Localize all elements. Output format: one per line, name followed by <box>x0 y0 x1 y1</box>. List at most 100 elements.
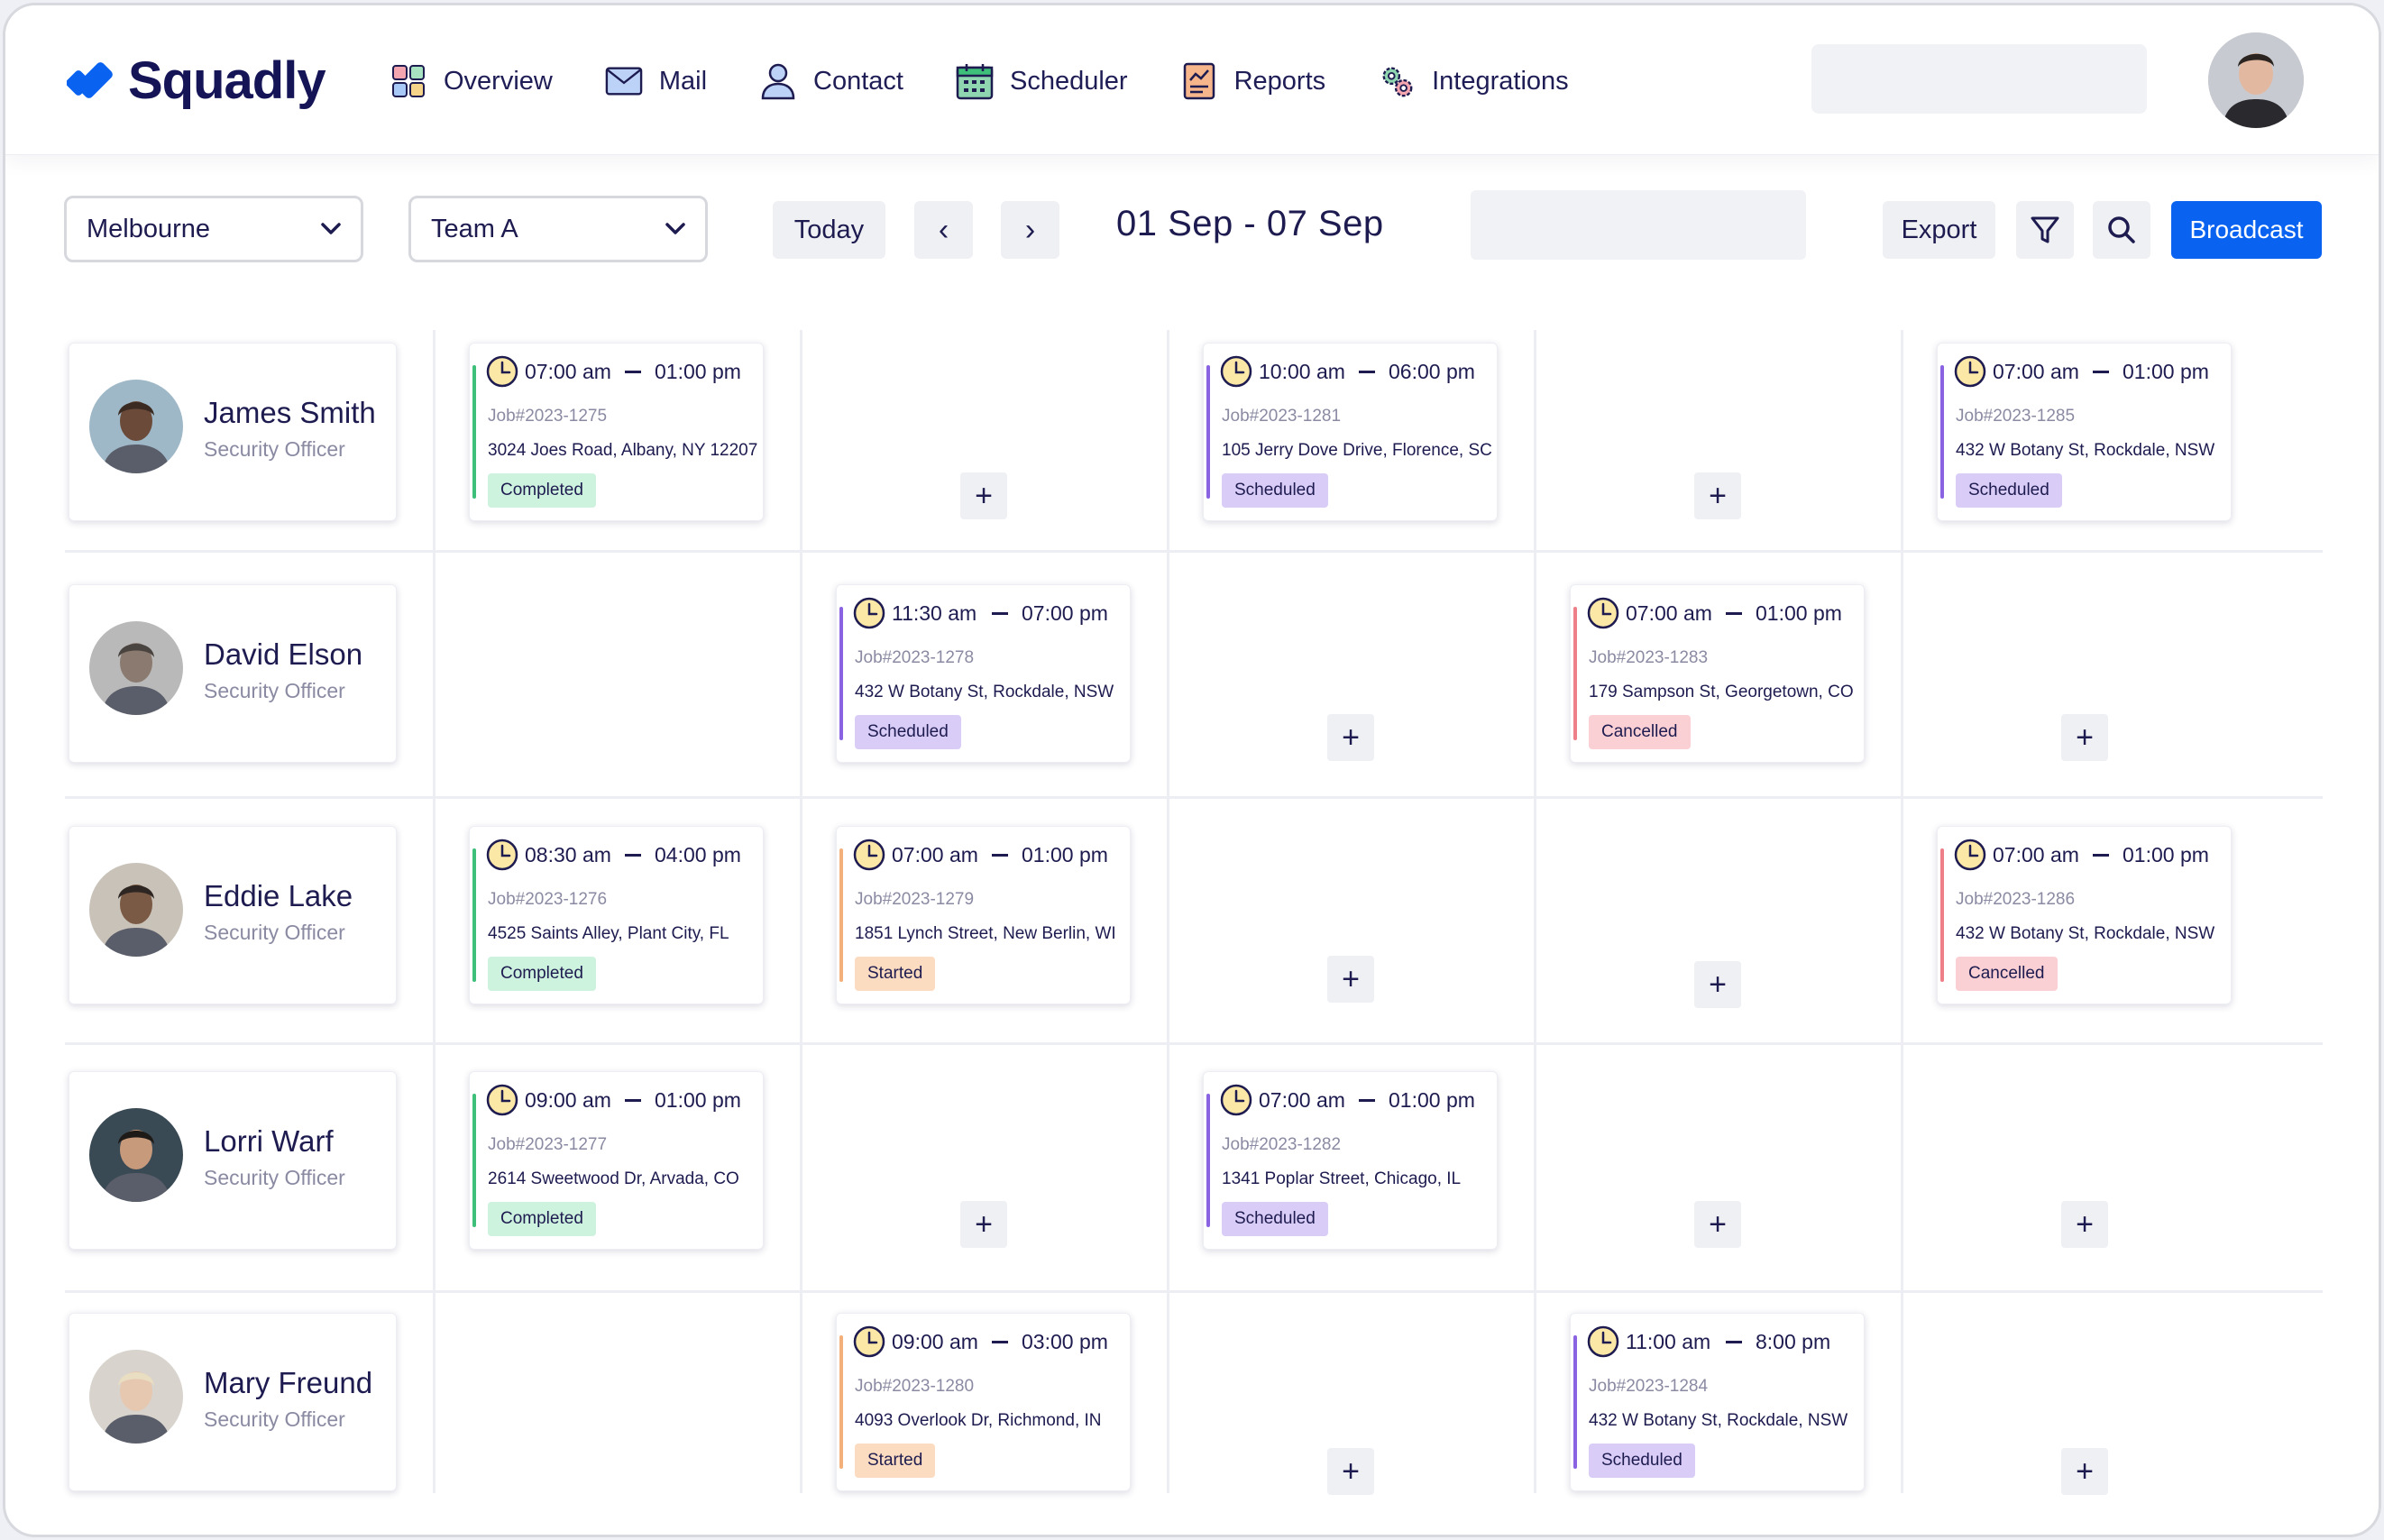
broadcast-button[interactable]: Broadcast <box>2171 201 2322 259</box>
user-icon <box>759 62 797 100</box>
job-address: 105 Jerry Dove Drive, Florence, SC <box>1222 441 1492 460</box>
employee-card[interactable]: Lorri Warf Security Officer <box>69 1071 397 1250</box>
time-separator <box>1726 1341 1742 1343</box>
toolbar-search-placeholder[interactable] <box>1471 190 1806 260</box>
shift-start-time: 09:00 am <box>525 1088 611 1112</box>
employee-avatar <box>89 621 183 715</box>
shift-card[interactable]: 09:00 am 03:00 pm Job#2023-1280 4093 Overlo… <box>836 1313 1131 1491</box>
add-shift-button[interactable]: + <box>1327 956 1374 1003</box>
employee-avatar <box>89 1108 183 1202</box>
employee-name: Eddie Lake <box>204 879 353 912</box>
employee-card[interactable]: Eddie Lake Security Officer <box>69 826 397 1004</box>
shift-card[interactable]: 11:00 am 8:00 pm Job#2023-1284 432 W Botany… <box>1570 1313 1865 1491</box>
export-button[interactable]: Export <box>1883 201 1995 259</box>
shift-card[interactable]: 11:30 am 07:00 pm Job#2023-1278 432 W Botan… <box>836 584 1131 763</box>
clock-icon <box>486 839 518 871</box>
clock-icon <box>1587 1325 1619 1358</box>
shift-end-time: 01:00 pm <box>1022 843 1108 866</box>
header-search-placeholder[interactable] <box>1811 44 2147 114</box>
team-select[interactable]: Team A <box>408 196 708 262</box>
add-shift-button[interactable]: + <box>1327 1448 1374 1495</box>
add-shift-button[interactable]: + <box>1694 1201 1741 1248</box>
shift-start-time: 07:00 am <box>1993 843 2079 866</box>
job-address: 1341 Poplar Street, Chicago, IL <box>1222 1169 1462 1188</box>
clock-icon <box>1954 839 1986 871</box>
job-number: Job#2023-1286 <box>1956 890 2076 909</box>
nav-integrations[interactable]: Integrations <box>1378 62 1569 100</box>
add-shift-button[interactable]: + <box>960 1201 1007 1248</box>
add-shift-button[interactable]: + <box>2061 1448 2108 1495</box>
employee-name: David Elson <box>204 637 363 671</box>
employee-avatar <box>89 380 183 473</box>
employee-name: Lorri Warf <box>204 1124 334 1158</box>
next-week-button[interactable]: › <box>1001 201 1059 259</box>
add-shift-button[interactable]: + <box>1694 472 1741 519</box>
status-badge: Cancelled <box>1589 715 1691 749</box>
shift-card[interactable]: 07:00 am 01:00 pm Job#2023-1286 432 W Botan… <box>1937 826 2232 1004</box>
shift-card[interactable]: 08:30 am 04:00 pm Job#2023-1276 4525 Saints… <box>469 826 764 1004</box>
job-address: 2614 Sweetwood Dr, Arvada, CO <box>488 1169 739 1188</box>
location-value: Melbourne <box>87 214 211 243</box>
job-number: Job#2023-1278 <box>855 648 975 667</box>
job-number: Job#2023-1283 <box>1589 648 1709 667</box>
nav-label: Mail <box>658 66 708 96</box>
status-bar <box>472 848 476 982</box>
shift-start-time: 11:30 am <box>892 601 977 625</box>
prev-week-button[interactable]: ‹ <box>914 201 973 259</box>
employee-card[interactable]: David Elson Security Officer <box>69 584 397 763</box>
status-badge: Completed <box>488 473 596 508</box>
add-shift-button[interactable]: + <box>2061 1201 2108 1248</box>
employee-role: Security Officer <box>204 679 345 702</box>
shift-card[interactable]: 09:00 am 01:00 pm Job#2023-1277 2614 Sweetw… <box>469 1071 764 1250</box>
status-badge: Scheduled <box>855 715 961 749</box>
status-bar <box>1206 365 1210 499</box>
column-divider <box>433 330 436 1493</box>
add-shift-button[interactable]: + <box>1694 961 1741 1008</box>
shift-start-time: 10:00 am <box>1259 360 1345 383</box>
location-select[interactable]: Melbourne <box>64 196 363 262</box>
shift-card[interactable]: 07:00 am 01:00 pm Job#2023-1275 3024 Joes R… <box>469 343 764 521</box>
employee-role: Security Officer <box>204 921 345 944</box>
top-header: Squadly Overview <box>5 5 2379 155</box>
nav-contact[interactable]: Contact <box>759 62 903 100</box>
logo[interactable]: Squadly <box>67 47 326 114</box>
shift-end-time: 07:00 pm <box>1022 601 1108 625</box>
today-button[interactable]: Today <box>773 201 885 259</box>
app-name: Squadly <box>128 50 326 110</box>
chevron-down-icon <box>665 223 685 234</box>
nav-mail[interactable]: Mail <box>605 62 707 100</box>
shift-end-time: 03:00 pm <box>1022 1330 1108 1353</box>
nav-label: Scheduler <box>1009 66 1128 96</box>
user-avatar[interactable] <box>2208 32 2304 128</box>
status-bar <box>1940 848 1944 982</box>
status-badge: Scheduled <box>1222 473 1328 508</box>
status-badge: Scheduled <box>1589 1444 1695 1478</box>
shift-card[interactable]: 07:00 am 01:00 pm Job#2023-1285 432 W Botan… <box>1937 343 2232 521</box>
add-shift-button[interactable]: + <box>1327 714 1374 761</box>
shift-end-time: 01:00 pm <box>655 360 741 383</box>
calendar-icon <box>956 62 994 100</box>
search-button[interactable] <box>2093 201 2150 259</box>
status-bar <box>472 365 476 499</box>
time-separator <box>1359 1099 1375 1102</box>
add-shift-button[interactable]: + <box>960 472 1007 519</box>
shift-end-time: 01:00 pm <box>1389 1088 1475 1112</box>
filter-button[interactable] <box>2016 201 2074 259</box>
employee-card[interactable]: Mary Freund Security Officer <box>69 1313 397 1491</box>
employee-card[interactable]: James Smith Security Officer <box>69 343 397 521</box>
status-badge: Cancelled <box>1956 957 2058 991</box>
nav-reports[interactable]: Reports <box>1180 62 1325 100</box>
shift-card[interactable]: 07:00 am 01:00 pm Job#2023-1282 1341 Poplar… <box>1203 1071 1498 1250</box>
status-bar <box>1573 1335 1577 1469</box>
nav-scheduler[interactable]: Scheduler <box>956 62 1128 100</box>
time-separator <box>625 371 641 373</box>
shift-card[interactable]: 07:00 am 01:00 pm Job#2023-1279 1851 Lynch … <box>836 826 1131 1004</box>
employee-role: Security Officer <box>204 1166 345 1189</box>
filter-icon <box>2031 216 2059 243</box>
shift-card[interactable]: 07:00 am 01:00 pm Job#2023-1283 179 Sampson… <box>1570 584 1865 763</box>
add-shift-button[interactable]: + <box>2061 714 2108 761</box>
shift-card[interactable]: 10:00 am 06:00 pm Job#2023-1281 105 Jerry D… <box>1203 343 1498 521</box>
job-address: 432 W Botany St, Rockdale, NSW <box>1956 441 2215 460</box>
nav-overview[interactable]: Overview <box>390 62 553 100</box>
report-icon <box>1180 62 1218 100</box>
